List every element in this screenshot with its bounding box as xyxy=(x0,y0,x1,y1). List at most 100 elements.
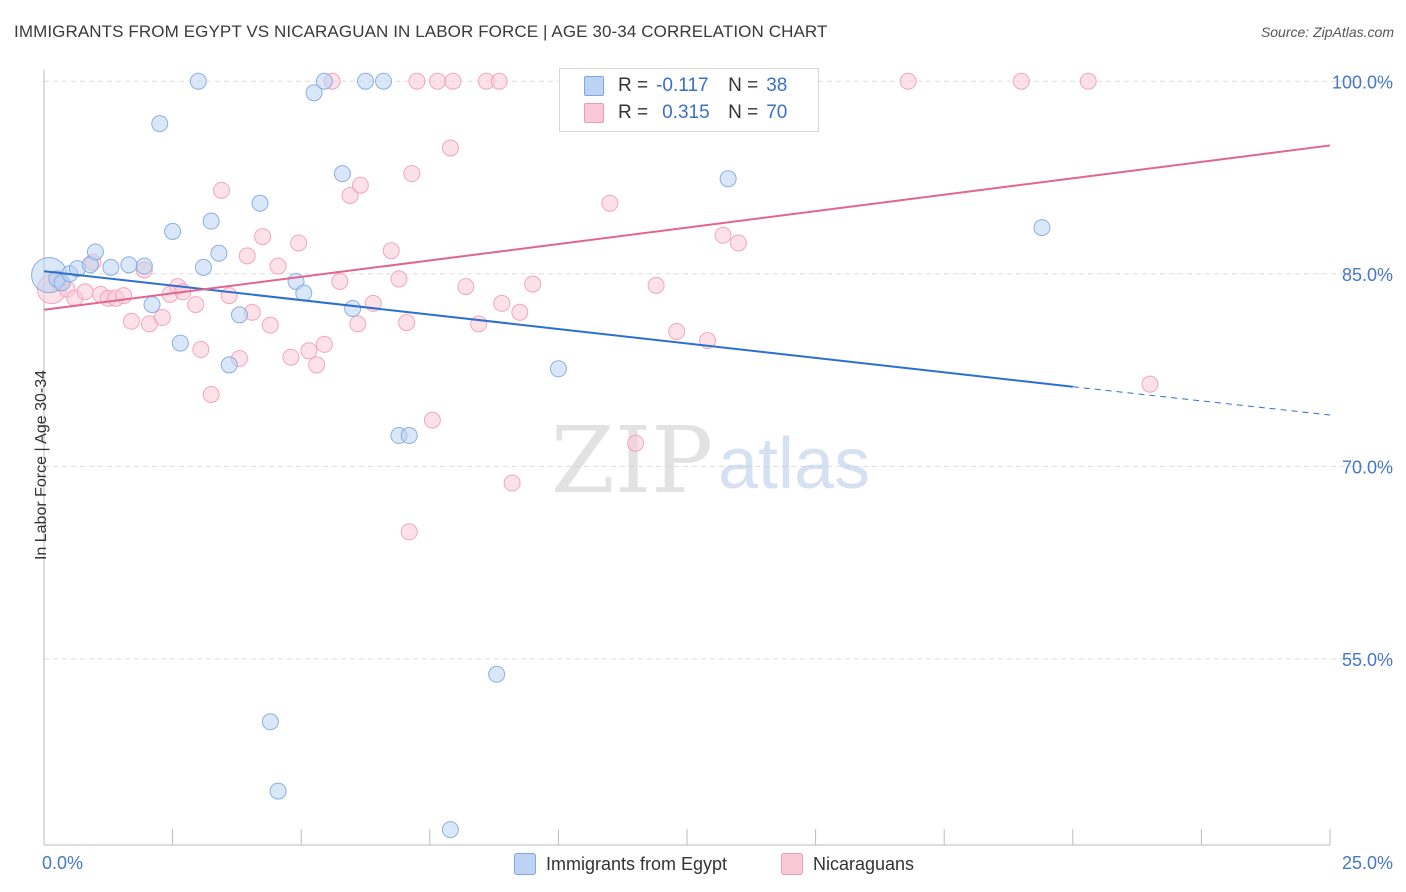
nicaraguans-point xyxy=(408,72,426,90)
nicaraguans-point xyxy=(187,296,205,314)
nicaraguans-point xyxy=(441,139,459,157)
x-tick-labels: 0.0% 25.0% xyxy=(42,853,1393,873)
nicaraguans-point xyxy=(490,72,508,90)
egypt-point xyxy=(164,222,182,240)
nicaraguans-point xyxy=(308,356,326,374)
egypt-point xyxy=(102,258,120,276)
egypt-point xyxy=(135,257,153,275)
legend-row-egypt: R = -0.117 N = 38 xyxy=(584,74,788,98)
nicaraguans-trend-line xyxy=(43,144,1331,311)
nicaraguans-point xyxy=(668,323,686,341)
nicaraguans-point xyxy=(212,181,230,199)
nicaraguans-point xyxy=(382,242,400,260)
bottom-legend-label-egypt: Immigrants from Egypt xyxy=(546,853,728,874)
egypt-point xyxy=(488,665,506,683)
y-tick-label: 55.0% xyxy=(1342,650,1393,670)
egypt-point xyxy=(230,306,248,324)
legend-n-value-nicaraguans: 70 xyxy=(766,102,788,123)
nicaraguans-point xyxy=(290,234,308,252)
egypt-point xyxy=(220,356,238,374)
nicaraguans-point xyxy=(192,341,210,359)
egypt-point xyxy=(151,115,169,133)
nicaraguans-point xyxy=(341,186,359,204)
nicaraguans-point xyxy=(400,523,418,541)
egypt-point xyxy=(315,72,333,90)
nicaraguans-point xyxy=(122,312,140,330)
nicaraguans-point xyxy=(398,314,416,332)
egypt-point xyxy=(194,258,212,276)
nicaraguans-point xyxy=(351,176,369,194)
y-tick-label: 85.0% xyxy=(1342,265,1393,285)
egypt-point xyxy=(261,713,279,731)
egypt-point xyxy=(719,170,737,188)
egypt-point xyxy=(295,284,313,302)
x-tick-label: 25.0% xyxy=(1342,853,1393,873)
legend-n-label: N = xyxy=(728,102,759,123)
nicaraguans-point xyxy=(1079,72,1097,90)
nicaraguans-point xyxy=(503,474,521,492)
egypt-trend-line xyxy=(43,270,1073,388)
nicaraguans-point xyxy=(429,72,447,90)
watermark-atlas: atlas xyxy=(718,424,870,504)
nicaraguans-point xyxy=(390,270,408,288)
y-tick-labels: 100.0% 85.0% 70.0% 55.0% xyxy=(1332,72,1393,670)
x-ticks xyxy=(43,829,1331,845)
nicaraguans-point xyxy=(220,287,238,305)
nicaraguans-point xyxy=(315,335,333,353)
bottom-legend-swatch-egypt xyxy=(514,853,536,875)
legend-r-label: R = xyxy=(618,102,649,123)
nicaraguans-point xyxy=(524,275,542,293)
nicaraguans-point xyxy=(261,316,279,334)
nicaraguans-point xyxy=(647,276,665,294)
egypt-point xyxy=(210,244,228,262)
egypt-point xyxy=(269,782,287,800)
legend-row-nicaraguans: R = 0.315 N = 70 xyxy=(584,101,788,125)
legend-r-value-nicaraguans: 0.315 xyxy=(662,102,710,123)
egypt-point xyxy=(549,360,567,378)
bottom-legend-swatch-nicaraguans xyxy=(781,853,803,875)
nicaraguans-point xyxy=(254,228,272,246)
bottom-legend-egypt: Immigrants from Egypt xyxy=(514,851,727,877)
nicaraguans-point xyxy=(729,234,747,252)
nicaraguans-point xyxy=(470,315,488,333)
gridlines xyxy=(44,80,1392,660)
x-tick-label: 0.0% xyxy=(42,853,83,873)
egypt-point xyxy=(400,427,418,445)
egypt-point xyxy=(305,84,323,102)
nicaraguans-point xyxy=(269,257,287,275)
trend-lines xyxy=(43,144,1331,416)
egypt-point xyxy=(1033,219,1051,237)
nicaraguans-point xyxy=(300,342,318,360)
nicaraguans-point xyxy=(714,226,732,244)
nicaraguans-point xyxy=(282,348,300,366)
legend-swatch-nicaraguans xyxy=(584,103,604,123)
nicaraguans-point xyxy=(153,308,171,326)
legend-n-label: N = xyxy=(728,75,759,96)
egypt-point xyxy=(171,334,189,352)
nicaraguans-point xyxy=(899,72,917,90)
y-axis-title: In Labor Force | Age 30-34 xyxy=(33,369,50,561)
y-tick-label: 70.0% xyxy=(1342,457,1393,477)
nicaraguans-point xyxy=(238,247,256,265)
legend-n-value-egypt: 38 xyxy=(766,75,788,96)
watermark-zip: ZIP xyxy=(551,407,713,514)
legend-swatch-egypt xyxy=(584,76,604,96)
nicaraguans-point xyxy=(331,272,349,290)
bottom-legend-label-nicaraguans: Nicaraguans xyxy=(813,853,915,874)
nicaraguans-point xyxy=(627,434,645,452)
egypt-point xyxy=(143,296,161,314)
nicaraguans-point xyxy=(1012,72,1030,90)
egypt-point xyxy=(333,165,351,183)
nicaraguans-point xyxy=(423,411,441,429)
egypt-point xyxy=(189,72,207,90)
source-label: Source: ZipAtlas.com xyxy=(1260,24,1394,40)
nicaraguans-point xyxy=(511,303,529,321)
correlation-legend: R = -0.117 N = 38 R = 0.315 N = 70 xyxy=(559,68,819,132)
nicaraguans-point xyxy=(403,165,421,183)
watermark: ZIP atlas xyxy=(551,407,870,514)
bottom-legend-nicaraguans: Nicaraguans xyxy=(781,851,914,877)
egypt-point xyxy=(375,72,393,90)
egypt-point xyxy=(357,72,374,90)
egypt-trend-extension xyxy=(1072,386,1331,416)
